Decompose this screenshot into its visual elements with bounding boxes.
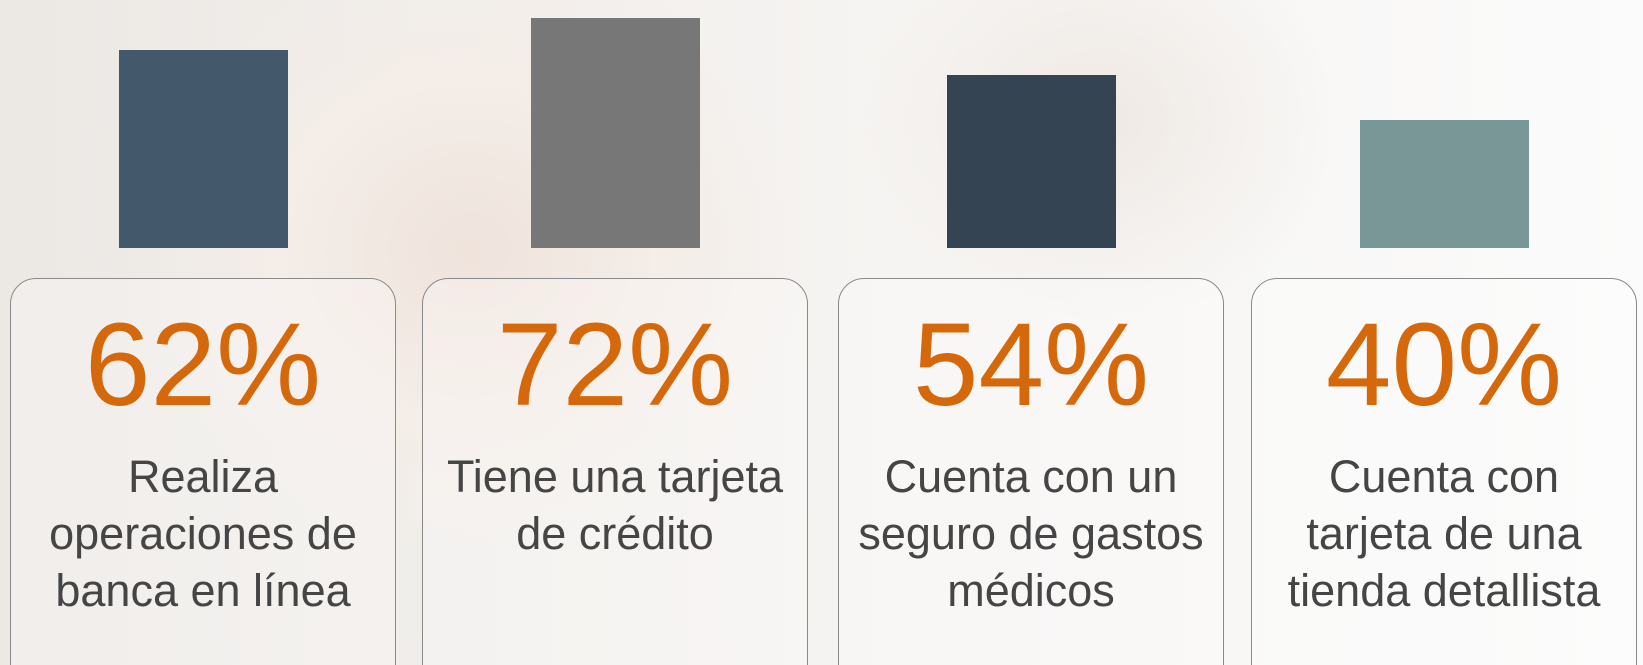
bar: [947, 75, 1116, 248]
category-label: Cuenta con tarjeta de una tienda detalli…: [1251, 448, 1637, 619]
infographic: 62% Realiza operaciones de banca en línea…: [0, 0, 1643, 665]
category-label: Realiza operaciones de banca en línea: [10, 448, 396, 619]
value-label: 40%: [1251, 300, 1637, 430]
category-label: Cuenta con un seguro de gastos médicos: [838, 448, 1224, 619]
bar: [1360, 120, 1529, 248]
category-label: Tiene una tarjeta de crédito: [422, 448, 808, 562]
value-label: 62%: [10, 300, 396, 430]
value-label: 54%: [838, 300, 1224, 430]
value-label: 72%: [422, 300, 808, 430]
bar: [531, 18, 700, 248]
bar: [119, 50, 288, 248]
